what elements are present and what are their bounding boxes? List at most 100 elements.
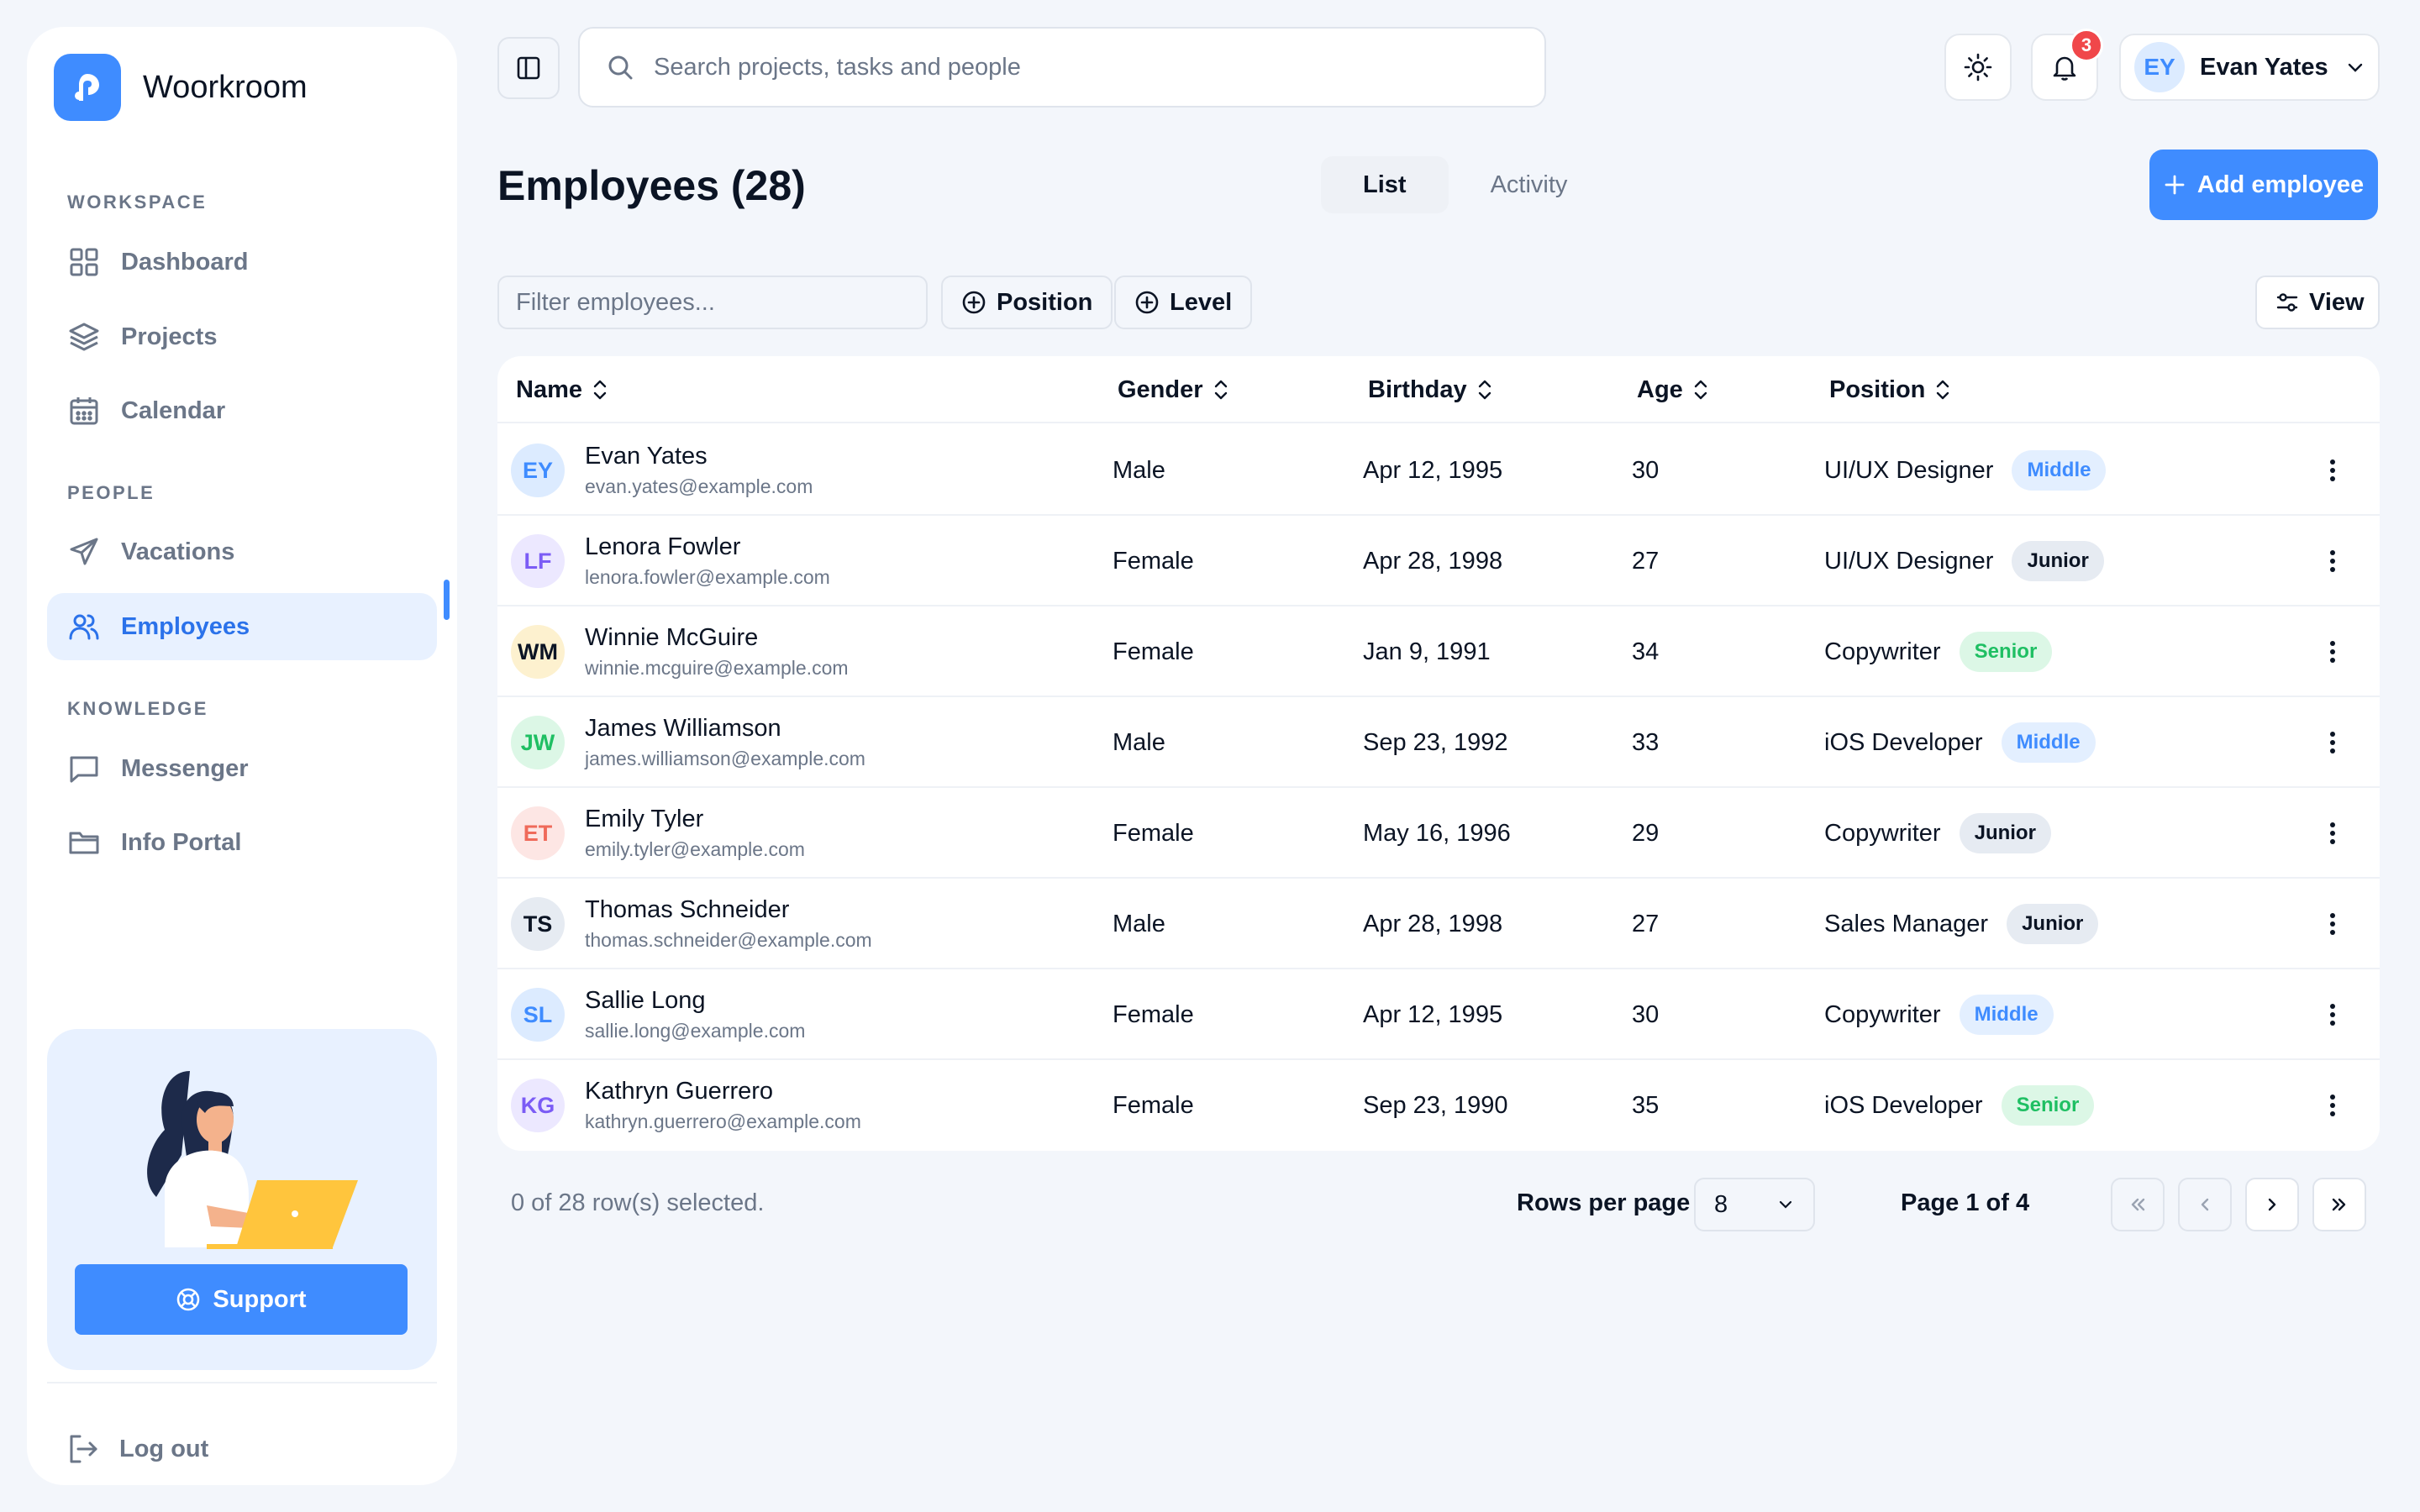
table-row[interactable]: ET Emily Tyler emily.tyler@example.com Fema… <box>497 788 2380 879</box>
logout-button[interactable]: Log out <box>67 1433 208 1465</box>
filter-input[interactable] <box>497 276 928 329</box>
add-employee-button[interactable]: Add employee <box>2149 150 2378 220</box>
birthday-cell: Sep 23, 1990 <box>1363 1060 1508 1151</box>
age-cell: 27 <box>1632 516 1659 606</box>
column-header-age[interactable]: Age <box>1637 356 1710 423</box>
birthday-value: Apr 12, 1995 <box>1363 456 1503 484</box>
position-filter-button[interactable]: Position <box>941 276 1113 329</box>
age-value: 30 <box>1632 1000 1660 1028</box>
employee-info: James Williamson james.williamson@example… <box>585 715 865 770</box>
column-header-name[interactable]: Name <box>516 356 609 423</box>
gender-value: Female <box>1113 1000 1194 1028</box>
avatar: EY <box>2134 42 2185 92</box>
table-row[interactable]: EY Evan Yates evan.yates@example.com Male Ap… <box>497 425 2380 516</box>
search-input[interactable] <box>654 53 1494 81</box>
age-value: 27 <box>1632 910 1660 937</box>
view-options-button[interactable]: View <box>2255 276 2380 329</box>
level-badge: Senior <box>2001 1085 2095 1126</box>
sort-icon <box>591 378 609 402</box>
theme-toggle-button[interactable] <box>1944 34 2012 101</box>
first-page-button[interactable] <box>2111 1178 2165 1231</box>
more-vertical-icon <box>2329 639 2336 664</box>
level-filter-button[interactable]: Level <box>1114 276 1253 329</box>
view-tabs: List Activity <box>1321 156 1609 213</box>
support-button[interactable]: Support <box>75 1264 408 1335</box>
age-cell: 29 <box>1632 788 1659 879</box>
brand[interactable]: Woorkroom <box>54 54 308 121</box>
name-cell: WM Winnie McGuire winnie.mcguire@example.c… <box>511 606 849 697</box>
sidebar-toggle-button[interactable] <box>497 37 560 99</box>
tab-list[interactable]: List <box>1321 156 1449 213</box>
tab-activity[interactable]: Activity <box>1490 171 1568 198</box>
sidebar-item-messenger[interactable]: Messenger <box>47 735 437 802</box>
table-row[interactable]: KG Kathryn Guerrero kathryn.guerrero@examp… <box>497 1060 2380 1151</box>
more-vertical-icon <box>2329 1093 2336 1118</box>
row-actions-button[interactable] <box>2316 544 2349 578</box>
sidebar-item-label: Employees <box>121 612 250 640</box>
employee-info: Thomas Schneider thomas.schneider@example… <box>585 896 872 952</box>
birthday-cell: Apr 28, 1998 <box>1363 879 1502 969</box>
sidebar-item-projects[interactable]: Projects <box>47 303 437 370</box>
last-page-button[interactable] <box>2312 1178 2366 1231</box>
row-actions-button[interactable] <box>2316 1089 2349 1122</box>
sidebar-item-employees[interactable]: Employees <box>47 593 437 660</box>
age-value: 34 <box>1632 638 1660 665</box>
plus-icon <box>2164 174 2186 196</box>
more-vertical-icon <box>2329 1002 2336 1027</box>
next-page-button[interactable] <box>2245 1178 2299 1231</box>
employee-info: Emily Tyler emily.tyler@example.com <box>585 806 805 861</box>
row-actions-button[interactable] <box>2316 454 2349 487</box>
sidebar-item-info-portal[interactable]: Info Portal <box>47 809 437 876</box>
employee-name: Kathryn Guerrero <box>585 1078 774 1105</box>
row-actions-button[interactable] <box>2316 726 2349 759</box>
birthday-cell: Apr 12, 1995 <box>1363 969 1502 1060</box>
employee-name: Evan Yates <box>585 443 708 470</box>
table-row[interactable]: LF Lenora Fowler lenora.fowler@example.com… <box>497 516 2380 606</box>
table-row[interactable]: SL Sallie Long sallie.long@example.com Fema… <box>497 969 2380 1060</box>
chevrons-right-icon <box>2328 1194 2350 1215</box>
sun-icon <box>1964 53 1992 81</box>
position-value: UI/UX Designer <box>1824 456 1994 484</box>
level-badge: Senior <box>1959 632 2053 672</box>
sidebar-item-calendar[interactable]: Calendar <box>47 377 437 444</box>
section-label-knowledge: KNOWLEDGE <box>67 698 208 719</box>
employee-name: Lenora Fowler <box>585 533 741 560</box>
user-menu[interactable]: EY Evan Yates <box>2119 34 2380 101</box>
table-row[interactable]: JW James Williamson james.williamson@examp… <box>497 697 2380 788</box>
column-label: Name <box>516 375 582 403</box>
gender-value: Male <box>1113 910 1165 937</box>
gender-value: Female <box>1113 1091 1194 1119</box>
table-row[interactable]: TS Thomas Schneider thomas.schneider@examp… <box>497 879 2380 969</box>
previous-page-button[interactable] <box>2178 1178 2232 1231</box>
rows-per-page-select[interactable]: 8 <box>1694 1178 1815 1231</box>
column-header-birthday[interactable]: Birthday <box>1368 356 1494 423</box>
layers-icon <box>67 320 101 354</box>
level-badge: Junior <box>2007 904 2099 944</box>
search-bar[interactable] <box>578 27 1546 108</box>
sidebar-item-dashboard[interactable]: Dashboard <box>47 228 437 296</box>
rows-per-page-label: Rows per page <box>1517 1189 1691 1216</box>
row-actions-button[interactable] <box>2316 635 2349 669</box>
row-actions-button[interactable] <box>2316 998 2349 1032</box>
table-header: Name Gender Birthday Age Position <box>497 356 2380 423</box>
age-value: 29 <box>1632 819 1660 847</box>
position-cell: Copywriter Junior <box>1824 788 2051 879</box>
employee-email: winnie.mcguire@example.com <box>585 657 849 679</box>
column-header-gender[interactable]: Gender <box>1118 356 1230 423</box>
name-cell: TS Thomas Schneider thomas.schneider@examp… <box>511 879 872 969</box>
row-actions-button[interactable] <box>2316 816 2349 850</box>
sidebar-item-vacations[interactable]: Vacations <box>47 518 437 585</box>
notifications-button[interactable]: 3 <box>2031 29 2103 101</box>
row-actions-button[interactable] <box>2316 907 2349 941</box>
sidebar-toggle-icon <box>516 55 541 81</box>
more-vertical-icon <box>2329 458 2336 483</box>
woorkroom-logo-icon <box>54 54 121 121</box>
birthday-value: Apr 28, 1998 <box>1363 547 1503 575</box>
table-row[interactable]: WM Winnie McGuire winnie.mcguire@example.c… <box>497 606 2380 697</box>
employee-email: lenora.fowler@example.com <box>585 566 830 588</box>
sidebar-item-label: Calendar <box>121 396 226 424</box>
employee-name: Winnie McGuire <box>585 624 759 651</box>
sort-icon <box>1212 378 1230 402</box>
birthday-cell: Apr 28, 1998 <box>1363 516 1502 606</box>
column-header-position[interactable]: Position <box>1829 356 1952 423</box>
